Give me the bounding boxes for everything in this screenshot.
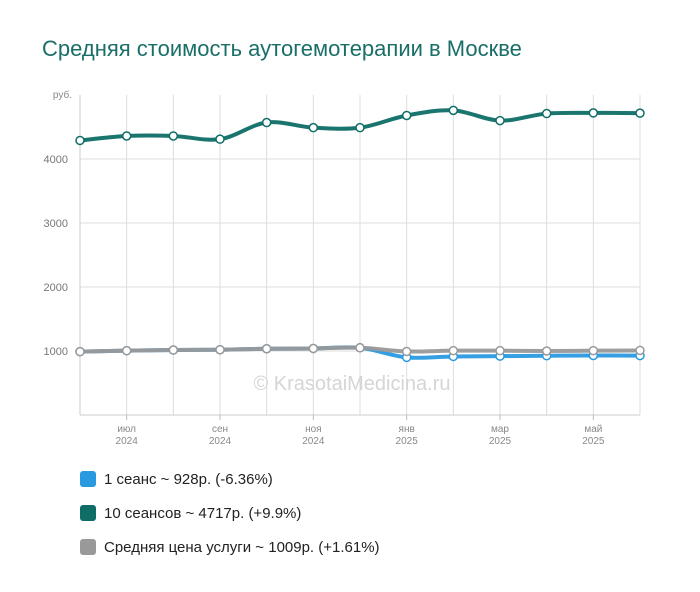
x-tick-label-month: сен [212, 424, 228, 435]
data-point-series-2 [75, 346, 85, 357]
chart-title: Средняя стоимость аутогемотерапии в Моск… [42, 36, 522, 61]
data-point-series-1 [401, 110, 412, 121]
legend-label-average-price: Средняя цена услуги ~ 1009р. (+1.61%) [104, 538, 380, 556]
x-tick-label-year: 2024 [209, 436, 232, 447]
data-point-series-2 [308, 343, 319, 354]
chart-legend: 1 сеанс ~ 928р. (-6.36%) 10 сеансов ~ 47… [80, 462, 380, 564]
data-point-series-2 [215, 344, 225, 355]
legend-swatch-1-session [80, 471, 96, 487]
legend-label-1-session: 1 сеанс ~ 928р. (-6.36%) [104, 470, 273, 488]
data-point-series-1 [75, 135, 85, 146]
data-point-series-1 [215, 134, 225, 144]
data-point-series-2 [541, 346, 552, 356]
x-tick-label-year: 2025 [582, 436, 605, 447]
y-tick-label: 1000 [44, 346, 68, 358]
y-tick-label: 2000 [44, 282, 68, 294]
data-point-series-2 [121, 345, 132, 356]
legend-item-average-price[interactable]: Средняя цена услуги ~ 1009р. (+1.61%) [80, 530, 380, 564]
x-tick-label-month: янв [399, 424, 415, 435]
legend-item-10-sessions[interactable]: 10 сеансов ~ 4717р. (+9.9%) [80, 496, 380, 530]
data-point-series-1 [635, 108, 645, 118]
data-point-series-2 [495, 345, 505, 356]
data-point-series-1 [308, 122, 319, 133]
data-point-series-1 [355, 122, 365, 133]
data-point-series-2 [635, 345, 645, 356]
legend-item-1-session[interactable]: 1 сеанс ~ 928р. (-6.36%) [80, 462, 380, 496]
watermark: © KrasotaiMedicina.ru [253, 373, 450, 395]
x-tick-label-year: 2024 [116, 436, 139, 447]
legend-swatch-average-price [80, 539, 96, 555]
x-tick-label-year: 2025 [396, 436, 419, 447]
data-point-series-2 [168, 345, 179, 355]
y-axis-unit-label: руб. [53, 89, 72, 101]
x-tick-label-month: мар [491, 424, 509, 435]
legend-label-10-sessions: 10 сеансов ~ 4717р. (+9.9%) [104, 504, 302, 522]
data-point-series-1 [261, 117, 272, 128]
data-point-series-1 [495, 115, 505, 126]
y-tick-label: 4000 [44, 154, 68, 166]
data-point-series-1 [448, 105, 459, 116]
x-tick-label-year: 2025 [489, 436, 512, 447]
data-point-series-2 [448, 345, 459, 356]
data-point-series-1 [168, 131, 179, 141]
data-point-series-1 [588, 108, 599, 118]
data-point-series-1 [541, 108, 552, 119]
data-point-series-2 [261, 344, 272, 354]
data-point-series-2 [588, 345, 599, 356]
legend-swatch-10-sessions [80, 505, 96, 521]
data-point-series-1 [121, 131, 132, 141]
x-tick-label-month: май [584, 424, 602, 435]
x-tick-label-year: 2024 [302, 436, 325, 447]
y-tick-label: 3000 [44, 218, 68, 230]
x-tick-label-month: ноя [305, 424, 322, 435]
data-point-series-2 [401, 346, 412, 357]
x-tick-label-month: июл [117, 424, 136, 435]
data-point-series-2 [355, 343, 365, 353]
